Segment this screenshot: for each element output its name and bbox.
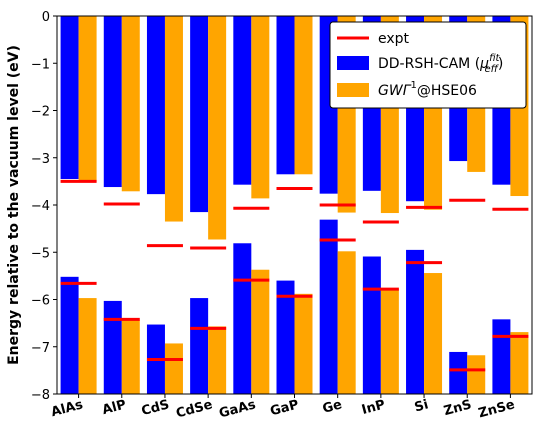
x-tick-label: GaP [269, 397, 301, 419]
expt-line-layer [60, 179, 529, 372]
bar-dd-vbm-gap [276, 280, 295, 394]
bar-dd-cbm-alp [103, 16, 122, 188]
bar-dd-vbm-gaas [233, 243, 252, 394]
bar-gw-cbm-cdse [208, 16, 227, 240]
bar-dd-vbm-inp [362, 256, 381, 394]
bar-gw-cbm-alp [121, 16, 140, 192]
bar-dd-cbm-cdse [190, 16, 209, 213]
bar-dd-cbm-alas [60, 16, 79, 180]
bar-gw-vbm-ge [337, 251, 356, 394]
bar-dd-vbm-znse [492, 319, 511, 394]
y-tick-label: −3 [31, 152, 50, 167]
bar-gw-cbm-gap [294, 16, 313, 175]
x-tick-label: AlP [101, 397, 128, 418]
bar-gw-vbm-zns [467, 355, 486, 394]
x-tick-label: Si [413, 397, 430, 415]
y-tick-label: −4 [31, 199, 50, 214]
bar-gw-vbm-alas [78, 298, 97, 394]
y-tick-label: −7 [31, 341, 50, 356]
legend-label-expt: expt [378, 31, 410, 47]
bar-dd-vbm-alp [103, 300, 122, 394]
x-tick-label: Ge [321, 397, 344, 417]
bar-dd-vbm-cdse [190, 298, 209, 394]
bar-gw-vbm-si [424, 273, 443, 394]
bar-gw-vbm-gaas [251, 269, 270, 394]
bar-dd-cbm-cds [146, 16, 165, 195]
bar-gw-vbm-gap [294, 293, 313, 394]
bar-dd-vbm-zns [449, 351, 468, 394]
y-axis-title: Energy relative to the vacuum level (eV) [6, 45, 22, 365]
bar-gw-vbm-alp [121, 319, 140, 394]
legend: expt DD-RSH-CAM (μfit eff) GWΓ1@HSE06 [329, 21, 527, 109]
bar-gw-vbm-inp [380, 289, 399, 394]
legend-swatch-gw [337, 83, 369, 97]
y-tick-label: −5 [31, 246, 50, 261]
bar-dd-vbm-alas [60, 276, 79, 394]
bar-dd-cbm-gap [276, 16, 295, 175]
bar-gw-cbm-alas [78, 16, 97, 182]
y-tick-label: −8 [31, 388, 50, 403]
bar-gw-cbm-cds [164, 16, 183, 222]
legend-box [329, 21, 527, 109]
y-axis: 0 −1 −2 −3 −4 −5 −6 −7 −8 [31, 10, 57, 403]
bar-gw-vbm-cdse [208, 326, 227, 394]
x-tick-label: CdS [140, 397, 171, 419]
legend-label-dd: DD-RSH-CAM (μfit eff) [378, 53, 503, 75]
bar-dd-vbm-ge [319, 219, 338, 394]
y-tick-label: −1 [31, 57, 50, 72]
x-tick-label: ZnS [442, 397, 473, 419]
y-tick-label: −2 [31, 105, 50, 120]
bar-dd-cbm-gaas [233, 16, 252, 185]
x-tick-label: InP [360, 397, 387, 418]
y-tick-label: −6 [31, 294, 50, 309]
legend-swatch-dd [337, 56, 369, 70]
bar-gw-vbm-cds [164, 343, 183, 394]
bar-dd-vbm-si [406, 249, 425, 394]
bar-gw-vbm-znse [510, 332, 529, 394]
y-tick-label: 0 [42, 10, 50, 25]
legend-label-gw: GWΓ1@HSE06 [378, 80, 477, 99]
bar-gw-cbm-gaas [251, 16, 270, 199]
